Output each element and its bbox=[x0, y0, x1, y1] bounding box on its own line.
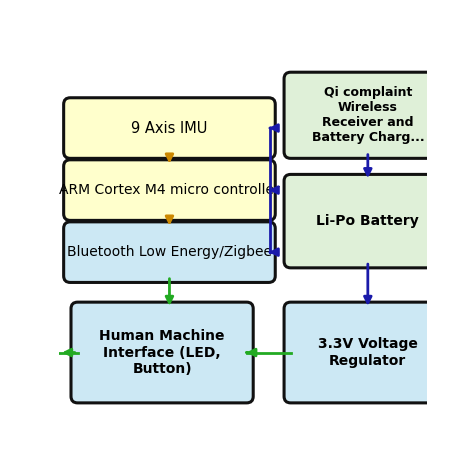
FancyBboxPatch shape bbox=[284, 302, 452, 403]
Text: 9 Axis IMU: 9 Axis IMU bbox=[131, 120, 208, 136]
Text: Li-Po Battery: Li-Po Battery bbox=[317, 214, 419, 228]
Text: 3.3V Voltage
Regulator: 3.3V Voltage Regulator bbox=[318, 337, 418, 368]
Text: ARM Cortex M4 micro controller: ARM Cortex M4 micro controller bbox=[59, 183, 280, 197]
FancyBboxPatch shape bbox=[64, 222, 275, 283]
Text: Qi complaint
Wireless
Receiver and
Battery Charg...: Qi complaint Wireless Receiver and Batte… bbox=[311, 86, 424, 144]
FancyBboxPatch shape bbox=[284, 174, 452, 268]
Text: Bluetooth Low Energy/Zigbee: Bluetooth Low Energy/Zigbee bbox=[67, 245, 272, 259]
Text: Human Machine
Interface (LED,
Button): Human Machine Interface (LED, Button) bbox=[100, 329, 225, 376]
FancyBboxPatch shape bbox=[284, 72, 452, 158]
FancyBboxPatch shape bbox=[71, 302, 253, 403]
FancyBboxPatch shape bbox=[64, 98, 275, 158]
FancyBboxPatch shape bbox=[64, 160, 275, 220]
